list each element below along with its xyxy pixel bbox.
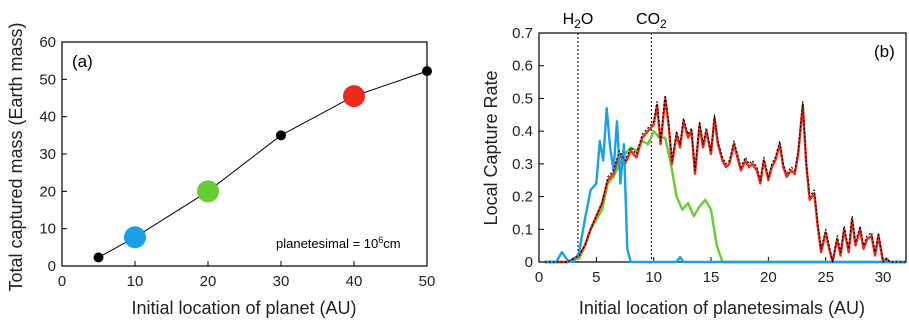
panel-a-data-point	[197, 180, 219, 203]
panel-a-frame	[61, 41, 428, 267]
panel-b-x-tick-label: 25	[817, 269, 834, 286]
panel-b-y-tick-label: 0.6	[512, 58, 533, 75]
panel-b-y-tick-label: 0.2	[512, 189, 533, 206]
panel-a-ticks: 0 10 20 30 40 50 0 10 20 30 40 50 60	[39, 34, 435, 290]
panel-b-x-tick-label: 20	[760, 269, 777, 286]
panel-b-y-tick-label: 0	[525, 254, 533, 271]
panel-b-series-line	[544, 94, 906, 263]
panel-a-y-tick-label: 50	[39, 71, 56, 88]
panel-a-y-tick-label: 30	[39, 146, 56, 163]
panel-a-data-point	[276, 130, 286, 141]
panel-a-label: (a)	[72, 52, 93, 71]
panel-b-x-tick-label: 5	[592, 269, 600, 286]
panel-a-x-tick-label: 0	[58, 273, 66, 290]
panel-a-y-tick-label: 10	[39, 221, 56, 238]
panel-b-reference-label: H2O	[563, 11, 594, 31]
panel-a-series-line	[98, 70, 428, 258]
panel-a-y-tick-label: 20	[39, 183, 56, 200]
panel-b-y-tick-label: 0.4	[512, 123, 533, 140]
panel-a-x-tick-label: 10	[127, 273, 144, 290]
panel-b-y-tick-label: 0.3	[512, 156, 533, 173]
panel-a-y-tick-label: 0	[48, 258, 56, 275]
panel-a-data-point	[93, 252, 104, 263]
panel-b-x-tick-label: 10	[645, 269, 662, 286]
panel-b-xlabel: Initial location of planetesimals (AU)	[579, 298, 865, 318]
panel-b-y-tick-label: 0.1	[512, 221, 533, 238]
panel-a-ylabel: Total captured mass (Earth mass)	[6, 22, 26, 291]
panel-b-series-line	[544, 106, 906, 264]
panel-a-data-point	[343, 85, 365, 108]
panel-b-x-tick-label: 30	[875, 269, 892, 286]
panel-a-xlabel: Initial location of planet (AU)	[131, 298, 356, 318]
panel-a-annotation: planetesimal = 106cm	[276, 235, 401, 251]
panel-b-x-tick-label: 0	[535, 269, 543, 286]
panel-b-y-tick-label: 0.7	[512, 25, 533, 42]
panel-b-label: (b)	[874, 42, 895, 61]
panel-b-x-tick-label: 15	[703, 269, 720, 286]
panel-a-data-point	[422, 66, 432, 77]
panel-a-x-tick-label: 30	[273, 273, 290, 290]
panel-b-series-line	[544, 97, 906, 264]
panel-b-y-tick-label: 0.5	[512, 90, 533, 107]
panel-a-chart: 0 10 20 30 40 50 0 10 20 30 40 50 60 (a) planetesima…	[6, 22, 435, 318]
panel-a-x-tick-label: 20	[200, 273, 217, 290]
panel-b-reference-lines: H2O CO2	[563, 11, 667, 262]
panel-a-x-tick-label: 40	[346, 273, 363, 290]
panel-b-series	[544, 94, 906, 264]
panel-a-x-tick-label: 50	[419, 273, 436, 290]
panel-b-ticks: 0 5 10 15 20 25 30 0 0.1 0.2 0.3 0.4 0.5 0.6 0.7	[512, 25, 891, 286]
panel-a-data-point	[124, 226, 146, 249]
panel-a-points	[93, 66, 432, 263]
panel-a-y-tick-label: 40	[39, 109, 56, 126]
panel-a-y-tick-label: 60	[39, 34, 56, 51]
panel-b-chart: 0 5 10 15 20 25 30 0 0.1 0.2 0.3 0.4 0.5 0.6 0.7 H2O CO…	[481, 11, 907, 318]
panel-b-ylabel: Local Capture Rate	[481, 70, 501, 225]
panel-b-reference-label: CO2	[636, 11, 667, 31]
